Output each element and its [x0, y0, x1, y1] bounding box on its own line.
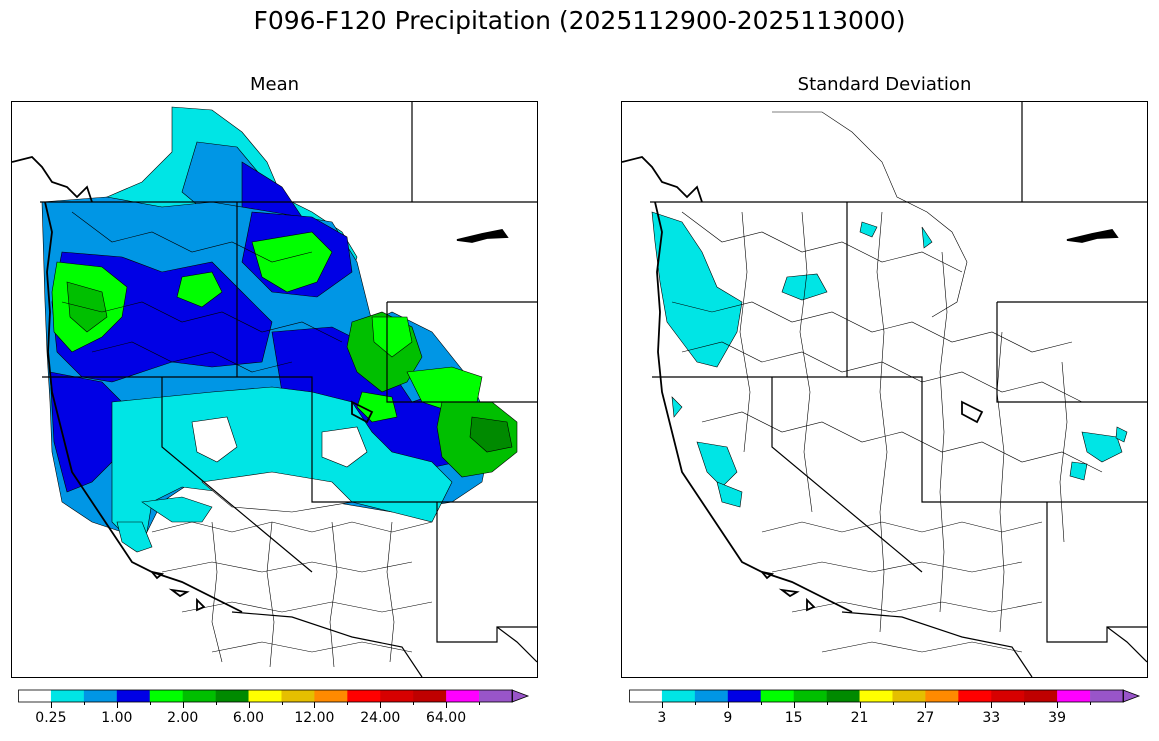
stddev-colorbar-swatch	[991, 690, 1025, 702]
mean-colorbar-tick-label: 0.25	[35, 710, 67, 726]
stddev-colorbar-tick-mark	[727, 702, 729, 708]
mean-colorbar-tick-mark	[50, 702, 52, 708]
mean-colorbar-swatch	[446, 690, 480, 702]
stddev-map	[621, 101, 1148, 678]
mean-colorbar-tick-mark	[347, 702, 349, 705]
stddev-colorbar-swatch	[1090, 690, 1124, 702]
mean-colorbar-swatch	[83, 690, 118, 702]
mean-colorbar-tick-mark	[215, 702, 217, 705]
mean-colorbar-tick-mark	[248, 702, 250, 708]
mean-colorbar-swatch	[248, 690, 282, 702]
stddev-colorbar-ticks: 3 9 15 21 27 33 39	[629, 702, 1141, 732]
mean-colorbar-swatch	[182, 690, 216, 702]
stddev-boundaries	[650, 102, 1147, 677]
mean-colorbar-canvas	[18, 689, 530, 703]
stddev-colorbar-swatch	[727, 690, 762, 702]
stddev-colorbar-tick-label: 9	[723, 710, 733, 726]
stddev-colorbar-swatch	[694, 690, 729, 702]
stddev-colorbar-tick-mark	[1090, 702, 1092, 705]
stddev-colorbar-tick-label: 27	[916, 710, 935, 726]
mean-colorbar-swatch	[149, 690, 183, 702]
stddev-colorbar-tick-mark	[661, 702, 663, 708]
mean-colorbar-ticks: 0.25 1.00 2.00 6.00 12.00 24.00 64.00	[18, 702, 530, 732]
stddev-colorbar-tick-mark	[826, 702, 828, 705]
mean-colorbar-tick-mark	[479, 702, 481, 705]
mean-colorbar-extend-arrow	[511, 689, 530, 703]
stddev-panel-title: Standard Deviation	[797, 74, 972, 95]
mean-colorbar-swatch	[215, 690, 249, 702]
mean-colorbar-tick-label: 64.00	[426, 710, 467, 726]
mean-colorbar-tick-mark	[149, 702, 151, 705]
stddev-colorbar-tick-mark	[1024, 702, 1026, 705]
mean-colorbar-tick-label: 6.00	[232, 710, 265, 726]
mean-colorbar	[18, 688, 530, 703]
stddev-precip-fill	[651, 211, 1128, 508]
mean-colorbar-swatch	[281, 690, 315, 702]
mean-colorbar-tick-label: 12.00	[294, 710, 335, 726]
mean-colorbar-swatch	[380, 690, 414, 702]
mean-colorbar-tick-mark	[446, 702, 448, 708]
mean-colorbar-swatch	[50, 690, 85, 702]
mean-colorbar-tick-mark	[413, 702, 415, 705]
stddev-colorbar-swatch	[760, 690, 794, 702]
stddev-colorbar-tick-label: 3	[657, 710, 667, 726]
stddev-colorbar-swatch	[629, 690, 663, 702]
mean-colorbar-swatch	[314, 690, 348, 702]
stddev-colorbar-tick-mark	[892, 702, 894, 705]
stddev-colorbar-outline	[629, 689, 1124, 703]
stddev-colorbar-tick-label: 21	[850, 710, 869, 726]
mean-colorbar-tick-mark	[116, 702, 118, 708]
stddev-colorbar-extend-arrow	[1122, 689, 1141, 703]
mean-map	[11, 101, 538, 678]
mean-colorbar-tick-mark	[182, 702, 184, 708]
mean-precip-fill	[41, 106, 518, 553]
mean-colorbar-swatch	[413, 690, 447, 702]
mean-map-canvas	[12, 102, 537, 677]
mean-colorbar-tick-mark	[380, 702, 382, 708]
stddev-colorbar-tick-mark	[859, 702, 861, 708]
mean-colorbar-tick-label: 2.00	[167, 710, 199, 726]
stddev-colorbar-swatch	[1024, 690, 1058, 702]
mean-coastline	[12, 156, 509, 613]
stddev-colorbar-tick-mark	[1057, 702, 1059, 708]
mean-colorbar-tick-mark	[83, 702, 85, 705]
stddev-colorbar-tick-label: 33	[982, 710, 1001, 726]
stddev-basin-outlines	[671, 111, 1103, 653]
stddev-colorbar-canvas	[629, 689, 1141, 703]
mean-panel-title: Mean	[249, 74, 300, 95]
stddev-colorbar-tick-mark	[760, 702, 762, 705]
stddev-colorbar-tick-mark	[991, 702, 993, 708]
stddev-colorbar	[629, 688, 1141, 703]
mean-colorbar-tick-label: 24.00	[360, 710, 401, 726]
stddev-colorbar-tick-mark	[694, 702, 696, 705]
mean-boundaries	[40, 102, 537, 677]
stddev-colorbar-swatch	[1057, 690, 1091, 702]
stddev-colorbar-tick-mark	[958, 702, 960, 705]
stddev-colorbar-swatch	[793, 690, 827, 702]
stddev-colorbar-tick-label: 15	[784, 710, 803, 726]
stddev-colorbar-swatch	[892, 690, 926, 702]
stddev-colorbar-swatch	[859, 690, 893, 702]
stddev-map-canvas	[622, 102, 1147, 677]
mean-colorbar-tick-mark	[314, 702, 316, 708]
mean-colorbar-swatch	[479, 690, 513, 702]
stddev-colorbar-swatch	[958, 690, 992, 702]
mean-colorbar-swatch	[18, 690, 52, 702]
mean-colorbar-swatch	[116, 690, 151, 702]
stddev-colorbar-swatch	[826, 690, 860, 702]
stddev-colorbar-tick-label: 39	[1048, 710, 1067, 726]
stddev-coastline	[622, 156, 1119, 613]
mean-colorbar-outline	[18, 689, 513, 703]
stddev-colorbar-swatch	[661, 690, 696, 702]
mean-colorbar-tick-label: 1.00	[101, 710, 133, 726]
stddev-colorbar-tick-mark	[925, 702, 927, 708]
mean-colorbar-swatch	[347, 690, 381, 702]
stddev-colorbar-swatch	[925, 690, 959, 702]
mean-colorbar-tick-mark	[281, 702, 283, 705]
figure-title: F096-F120 Precipitation (2025112900-2025…	[253, 6, 906, 35]
stddev-colorbar-tick-mark	[793, 702, 795, 708]
